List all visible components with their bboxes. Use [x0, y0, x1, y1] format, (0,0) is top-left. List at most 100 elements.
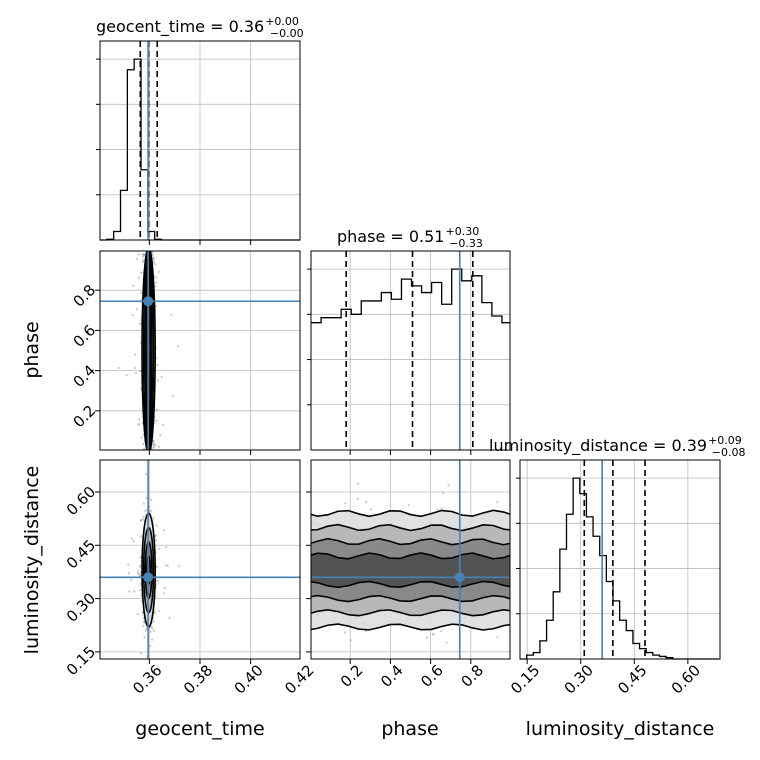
p20-point — [139, 519, 142, 522]
p20-point — [139, 535, 142, 538]
tick-labels: 0.36 0.38 0.40 0.42 0.2 0.4 0.6 0.8 0.15 0.30 0.45… — [63, 281, 704, 698]
p21-plot-area — [311, 460, 510, 659]
p21-point — [496, 501, 499, 504]
p21-point — [425, 636, 428, 639]
p21-point — [496, 636, 499, 639]
p21-point — [440, 507, 443, 510]
p10-point — [152, 260, 155, 263]
p10-point — [160, 375, 163, 379]
ylabel-phase: phase — [21, 321, 43, 378]
title-luminosity-distance: luminosity_distance = 0.39+0.09 −0.08 — [489, 434, 746, 459]
p20-point — [145, 496, 148, 500]
p10-point — [137, 418, 141, 421]
title-luminosity-distance-minus: −0.08 — [712, 446, 746, 459]
p10-point — [137, 276, 140, 280]
p10-point — [137, 253, 141, 256]
p20-point — [141, 518, 144, 521]
p10-point — [142, 255, 145, 259]
p10-point — [177, 345, 180, 348]
p20-point — [144, 509, 147, 513]
p20-point — [149, 498, 152, 501]
p20-point — [142, 515, 145, 518]
p11-step-line — [311, 268, 510, 324]
p20-point — [142, 502, 145, 505]
p10-point — [133, 366, 137, 369]
p20-point — [165, 545, 168, 549]
p22-step-line — [520, 477, 720, 660]
p10-point — [133, 353, 137, 356]
p10-point — [159, 434, 162, 437]
p10-point — [139, 291, 143, 294]
p10-point — [170, 313, 173, 316]
p00-frame — [99, 40, 301, 241]
ytick-label-luminosity_distance-1: 0.30 — [63, 589, 99, 625]
xlabel-geocent-time: geocent_time — [135, 718, 264, 740]
p10-point — [141, 260, 144, 264]
p20-point — [145, 472, 148, 476]
p10-point — [152, 441, 156, 445]
p10-point — [138, 322, 141, 325]
ytick-label-phase-0: 0.2 — [70, 402, 100, 432]
p10-truth-marker — [143, 296, 154, 307]
p20-point — [162, 529, 166, 532]
p10-point — [155, 276, 158, 279]
ytick-label-phase-1: 0.4 — [70, 361, 100, 391]
xtick-label-luminosity_distance-0: 0.15 — [507, 661, 543, 697]
p10-point — [156, 363, 159, 367]
p20-point — [149, 630, 152, 633]
p20-point — [158, 547, 161, 550]
p10-point — [155, 419, 158, 422]
ytick-label-luminosity_distance-2: 0.45 — [63, 536, 99, 572]
p21-point — [445, 641, 448, 644]
xlabel-phase: phase — [381, 718, 438, 740]
p10-point — [141, 442, 145, 445]
p20-point — [137, 573, 140, 576]
p20-point — [130, 578, 133, 581]
p10-point — [158, 270, 161, 273]
p10-point — [171, 395, 175, 398]
p20-point — [127, 563, 130, 566]
p10-point — [135, 308, 138, 311]
p20-point — [130, 537, 133, 540]
p10-point — [155, 281, 158, 284]
p21-point — [344, 502, 347, 505]
p21-frame — [310, 459, 511, 660]
p10-point — [152, 439, 155, 442]
ytick-label-phase-2: 0.6 — [70, 321, 100, 351]
p20-point — [136, 612, 139, 616]
p20-point — [133, 590, 136, 593]
p21-point — [440, 630, 443, 633]
p10-point — [154, 443, 157, 446]
p10-plot-area — [100, 251, 300, 450]
xtick-label-geocent_time-0: 0.36 — [129, 661, 165, 697]
p20-frame — [99, 459, 301, 660]
p10-point — [136, 257, 139, 261]
p21-point — [407, 503, 411, 507]
p21-point — [356, 497, 359, 500]
p10-point — [139, 370, 142, 373]
p20-point — [139, 556, 142, 559]
xtick-label-luminosity_distance-1: 0.30 — [561, 661, 597, 697]
p10-point — [132, 284, 135, 288]
p20-point — [148, 644, 152, 648]
p20-point — [139, 582, 142, 585]
p20-point — [153, 610, 156, 613]
xtick-label-geocent_time-3: 0.42 — [281, 661, 317, 697]
p20-point — [143, 635, 146, 639]
panel-luminosity-distance-hist — [516, 459, 721, 664]
p22-frame — [519, 459, 721, 660]
p20-point — [162, 592, 166, 595]
p21-point — [437, 508, 440, 511]
p10-point — [154, 263, 157, 266]
ytick-label-phase-3: 0.8 — [70, 281, 100, 311]
xlabel-luminosity-distance: luminosity_distance — [526, 718, 715, 740]
panel-geocent-time-hist — [96, 40, 301, 245]
title-phase: phase = 0.51+0.30 −0.33 — [337, 225, 483, 250]
p20-point — [165, 564, 168, 567]
xtick-label-luminosity_distance-2: 0.45 — [614, 661, 650, 697]
p20-point — [132, 540, 135, 543]
p21-point — [365, 501, 368, 504]
xtick-label-luminosity_distance-3: 0.60 — [668, 661, 704, 697]
p20-point — [157, 609, 161, 613]
